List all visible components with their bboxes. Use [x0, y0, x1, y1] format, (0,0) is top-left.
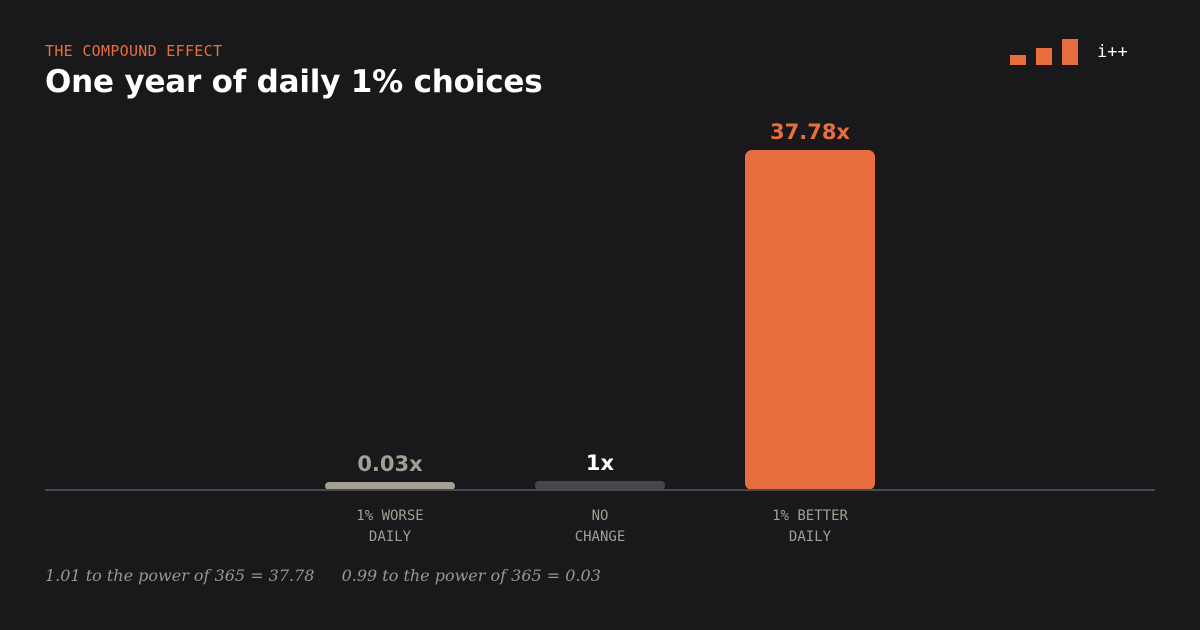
category-label-worse: DAILY [369, 529, 412, 545]
logo-bar [1036, 48, 1052, 65]
footnotes: 1.01 to the power of 365 = 37.78 0.99 to… [45, 566, 601, 585]
value-label-better: 37.78x [770, 120, 850, 144]
bars-layer [325, 150, 875, 490]
labels-layer: 0.03x 1% WORSE DAILY 1x NO CHANGE 37.78x 1% BET… [356, 120, 850, 545]
chart-title: One year of daily 1% choices [45, 64, 543, 100]
logo-text: i++ [1097, 42, 1128, 62]
value-label-worse: 0.03x [357, 452, 423, 476]
bar-no-change [535, 481, 665, 490]
footnote-better: 1.01 to the power of 365 = 37.78 [45, 566, 315, 585]
bar-better [745, 150, 875, 490]
logo-bar [1062, 39, 1078, 65]
category-label-no-change: NO [592, 508, 609, 524]
value-label-no-change: 1x [586, 451, 615, 475]
category-label-better: 1% BETTER [772, 508, 848, 524]
brand-logo: i++ [1008, 38, 1133, 68]
category-label-worse: 1% WORSE [356, 508, 423, 524]
category-label-no-change: CHANGE [575, 529, 626, 545]
footnote-worse: 0.99 to the power of 365 = 0.03 [341, 566, 601, 585]
bar-worse [325, 482, 455, 490]
eyebrow-label: THE COMPOUND EFFECT [45, 42, 223, 60]
category-label-better: DAILY [789, 529, 832, 545]
logo-bar [1010, 55, 1026, 65]
